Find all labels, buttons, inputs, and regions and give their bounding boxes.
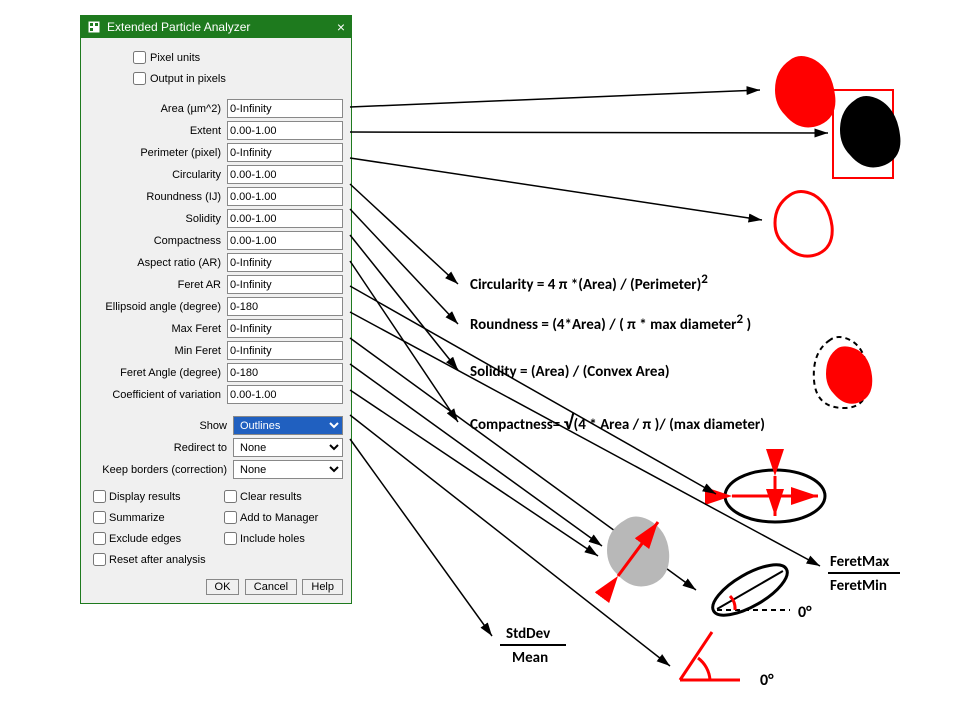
roundness-formula: Roundness = (4*Area) / ( π * max diamete…: [470, 312, 751, 334]
field-row-12: Feret Angle (degree): [89, 363, 343, 382]
field-row-2: Perimeter (pixel): [89, 143, 343, 162]
field-label: Coefficient of variation: [89, 389, 227, 401]
field-row-5: Solidity: [89, 209, 343, 228]
display-results-checkbox[interactable]: [93, 490, 106, 503]
solidity-formula: Solidity = (Area) / (Convex Area): [470, 363, 670, 381]
field-row-1: Extent: [89, 121, 343, 140]
field-input[interactable]: [227, 363, 343, 382]
show-select[interactable]: Outlines: [233, 416, 343, 435]
ellipsoid-angle-icon: [706, 555, 795, 625]
app-icon: [87, 20, 101, 34]
perimeter-outline-icon: [775, 192, 832, 257]
feret-angle-icon: [680, 632, 740, 680]
field-label: Perimeter (pixel): [89, 147, 227, 159]
window-title: Extended Particle Analyzer: [107, 20, 337, 34]
particle-analyzer-dialog: Extended Particle Analyzer × Pixel units…: [80, 15, 352, 604]
field-input[interactable]: [227, 253, 343, 272]
summarize-checkbox[interactable]: [93, 511, 106, 524]
field-label: Extent: [89, 125, 227, 137]
circularity-formula: Circularity = 4 π *(Area) / (Perimeter)2: [470, 272, 708, 294]
field-label: Area (µm^2): [89, 103, 227, 115]
clear-results-checkbox[interactable]: [224, 490, 237, 503]
max-feret-blob-icon: [607, 517, 669, 587]
field-row-3: Circularity: [89, 165, 343, 184]
field-input[interactable]: [227, 165, 343, 184]
close-icon[interactable]: ×: [337, 19, 345, 35]
options-grid: Display results Clear results Summarize …: [89, 487, 343, 569]
field-input[interactable]: [227, 231, 343, 250]
field-label: Feret Angle (degree): [89, 367, 227, 379]
field-label: Min Feret: [89, 345, 227, 357]
field-input[interactable]: [227, 143, 343, 162]
solidity-hull-icon: [814, 337, 868, 408]
mean-label: Mean: [512, 649, 548, 667]
field-input[interactable]: [227, 187, 343, 206]
field-label: Circularity: [89, 169, 227, 181]
field-label: Feret AR: [89, 279, 227, 291]
field-row-8: Feret AR: [89, 275, 343, 294]
compactness-formula: Compactness= √(4 * Area / π )/ (max diam…: [470, 411, 765, 435]
field-label: Roundness (IJ): [89, 191, 227, 203]
help-button[interactable]: Help: [302, 579, 343, 595]
ok-button[interactable]: OK: [206, 579, 240, 595]
field-row-11: Min Feret: [89, 341, 343, 360]
field-label: Ellipsoid angle (degree): [89, 301, 227, 313]
field-row-4: Roundness (IJ): [89, 187, 343, 206]
stddev-label: StdDev: [506, 625, 551, 643]
redirect-label: Redirect to: [89, 442, 233, 454]
field-input[interactable]: [227, 275, 343, 294]
show-label: Show: [89, 420, 233, 432]
field-input[interactable]: [227, 341, 343, 360]
field-input[interactable]: [227, 99, 343, 118]
cancel-button[interactable]: Cancel: [245, 579, 297, 595]
field-label: Aspect ratio (AR): [89, 257, 227, 269]
exclude-edges-checkbox[interactable]: [93, 532, 106, 545]
field-row-13: Coefficient of variation: [89, 385, 343, 404]
feret-max-label: FeretMax: [830, 553, 889, 571]
field-row-10: Max Feret: [89, 319, 343, 338]
field-row-7: Aspect ratio (AR): [89, 253, 343, 272]
area-blob-icon: [775, 56, 835, 127]
redirect-select[interactable]: None: [233, 438, 343, 457]
titlebar: Extended Particle Analyzer ×: [81, 16, 351, 38]
field-input[interactable]: [227, 209, 343, 228]
add-to-manager-checkbox[interactable]: [224, 511, 237, 524]
zero-deg-feret: 0°: [760, 671, 774, 690]
feret-min-label: FeretMin: [830, 577, 887, 595]
output-in-pixels-label: Output in pixels: [150, 73, 226, 85]
field-label: Compactness: [89, 235, 227, 247]
output-in-pixels-checkbox[interactable]: [133, 72, 146, 85]
aspect-ratio-ellipse-icon: [725, 470, 825, 522]
button-row: OK Cancel Help: [89, 579, 343, 599]
keep-borders-select[interactable]: None: [233, 460, 343, 479]
field-row-6: Compactness: [89, 231, 343, 250]
keep-borders-label: Keep borders (correction): [89, 464, 233, 476]
pixel-units-label: Pixel units: [150, 52, 200, 64]
reset-after-checkbox[interactable]: [93, 553, 106, 566]
field-input[interactable]: [227, 297, 343, 316]
field-row-9: Ellipsoid angle (degree): [89, 297, 343, 316]
field-label: Max Feret: [89, 323, 227, 335]
field-label: Solidity: [89, 213, 227, 225]
include-holes-checkbox[interactable]: [224, 532, 237, 545]
field-row-0: Area (µm^2): [89, 99, 343, 118]
solidity-blob-icon: [826, 346, 872, 403]
field-input[interactable]: [227, 121, 343, 140]
pixel-units-checkbox[interactable]: [133, 51, 146, 64]
zero-deg-ellipsoid: 0°: [798, 603, 812, 622]
field-input[interactable]: [227, 385, 343, 404]
extent-blob-icon: [840, 96, 900, 167]
extent-rect-icon: [833, 90, 893, 178]
dialog-body: Pixel units Output in pixels Area (µm^2)…: [81, 38, 351, 603]
field-input[interactable]: [227, 319, 343, 338]
